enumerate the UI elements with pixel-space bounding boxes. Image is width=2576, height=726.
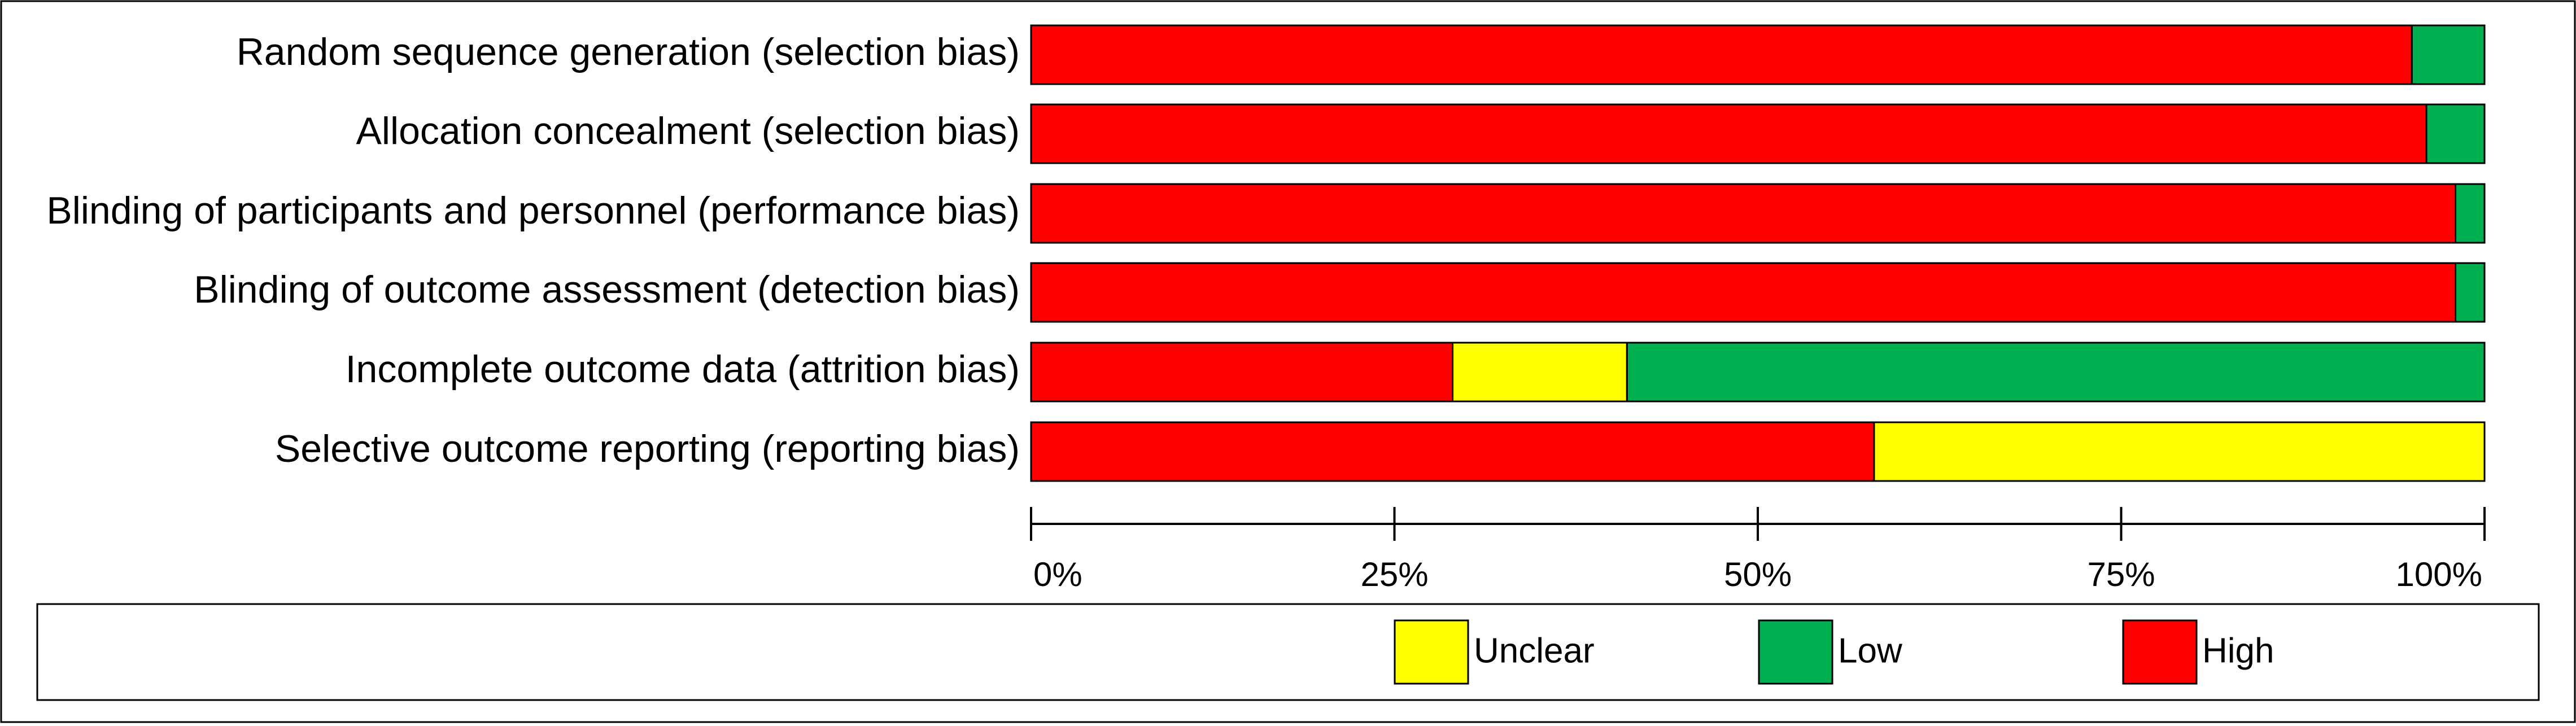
bar-segment-unclear bbox=[1873, 421, 2486, 482]
bar-segment-low bbox=[1626, 342, 2486, 403]
x-tick-label: 75% bbox=[2087, 556, 2155, 593]
x-tick-label: 100% bbox=[2396, 556, 2482, 593]
bar-segment-low bbox=[2411, 24, 2486, 85]
legend-label-low: Low bbox=[1838, 631, 1902, 670]
category-label: Blinding of participants and personnel (… bbox=[46, 189, 1020, 232]
bars-layer: Random sequence generation (selection bi… bbox=[46, 24, 2486, 482]
legend-box bbox=[36, 603, 2540, 701]
bar-segment-low bbox=[2455, 262, 2486, 323]
legend-label-unclear: Unclear bbox=[1474, 631, 1595, 670]
bar-segment-low bbox=[2455, 183, 2486, 244]
bar-segment-high bbox=[1030, 262, 2457, 323]
bar-segment-low bbox=[2425, 103, 2486, 164]
x-axis: 0% 25% 50% 75% 100% bbox=[1030, 507, 2486, 593]
bar-segment-high bbox=[1030, 421, 1875, 482]
x-tick-label: 50% bbox=[1724, 556, 1792, 593]
category-label: Selective outcome reporting (reporting b… bbox=[275, 427, 1020, 470]
legend: Unclear Low High bbox=[1394, 619, 2274, 685]
bar-segment-high bbox=[1030, 342, 1453, 403]
category-label: Allocation concealment (selection bias) bbox=[356, 110, 1020, 152]
bar-segment-high bbox=[1030, 24, 2413, 85]
bar-segment-unclear bbox=[1451, 342, 1628, 403]
category-label: Blinding of outcome assessment (detectio… bbox=[194, 268, 1020, 311]
legend-swatch-low bbox=[1758, 619, 1833, 685]
legend-swatch-high bbox=[2122, 619, 2198, 685]
category-label: Random sequence generation (selection bi… bbox=[237, 30, 1020, 73]
x-tick-label: 0% bbox=[1033, 556, 1082, 593]
bar-segment-high bbox=[1030, 183, 2457, 244]
legend-label-high: High bbox=[2202, 631, 2274, 670]
x-tick-label: 25% bbox=[1360, 556, 1428, 593]
bar-segment-high bbox=[1030, 103, 2427, 164]
category-label: Incomplete outcome data (attrition bias) bbox=[346, 348, 1020, 391]
legend-swatch-unclear bbox=[1394, 619, 1469, 685]
